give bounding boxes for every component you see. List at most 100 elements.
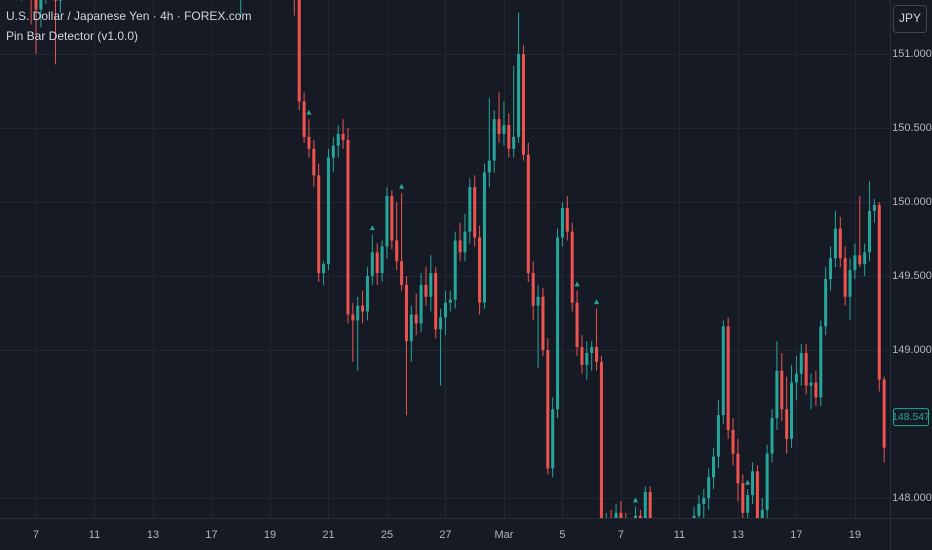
- candle-body: [863, 252, 867, 265]
- candle-body: [487, 160, 491, 173]
- candle-body: [560, 207, 564, 238]
- candle-body: [590, 347, 594, 353]
- x-tick-label: 7: [618, 529, 624, 541]
- candle-body: [580, 347, 584, 365]
- candle-body: [331, 145, 335, 158]
- candle-body: [575, 302, 579, 348]
- candle-body: [770, 418, 774, 454]
- candle-body: [356, 305, 360, 321]
- candle-body: [785, 409, 789, 439]
- candle-body: [361, 305, 365, 312]
- candle-body: [721, 326, 725, 416]
- candle-body: [741, 483, 745, 513]
- candle-body: [365, 276, 369, 312]
- y-tick-label: 149.500: [892, 270, 932, 282]
- candle-body: [838, 228, 842, 259]
- candle-body: [868, 210, 872, 253]
- candle-body: [599, 361, 603, 518]
- candle-body: [541, 296, 545, 351]
- candle-body: [814, 382, 818, 398]
- chart-title: U.S. Dollar / Japanese Yen · 4h · FOREX.…: [6, 9, 251, 23]
- candle-body: [419, 284, 423, 324]
- pin-bar-marker: [399, 183, 405, 189]
- candle-body: [619, 512, 623, 518]
- candle-body: [843, 258, 847, 297]
- y-tick-label: 150.000: [892, 196, 932, 208]
- candle-body: [726, 326, 730, 430]
- candle-body: [780, 370, 784, 410]
- pin-bar-marker: [633, 497, 639, 503]
- candle-body: [858, 255, 862, 265]
- candle-body: [614, 512, 618, 518]
- candle-body: [692, 515, 696, 518]
- candle-body: [556, 237, 560, 410]
- last-price-label: 148.547: [892, 411, 930, 423]
- candle-body: [799, 352, 803, 374]
- candle-body: [307, 136, 311, 149]
- candle-body: [322, 264, 326, 274]
- candle-body: [336, 133, 340, 146]
- pin-bar-marker: [574, 281, 580, 287]
- candle-body: [409, 314, 413, 342]
- candle-body: [697, 503, 701, 516]
- candle-body: [790, 382, 794, 439]
- candle-body: [809, 382, 813, 386]
- candle-body: [458, 240, 462, 253]
- candle-body: [536, 296, 540, 306]
- last-price-box: [893, 408, 929, 427]
- pin-bar-marker: [594, 299, 600, 305]
- candle-body: [512, 136, 516, 149]
- candle-body: [468, 187, 472, 232]
- candle-body: [775, 370, 779, 419]
- candle-body: [531, 273, 535, 306]
- indicator-label: Pin Bar Detector (v1.0.0): [6, 29, 138, 43]
- candle-body: [833, 228, 837, 259]
- candle-body: [312, 148, 316, 176]
- candle-body: [400, 261, 404, 285]
- candle-body: [848, 270, 852, 297]
- x-tick-label: 5: [559, 529, 565, 541]
- grid: [0, 0, 890, 518]
- currency-button[interactable]: [893, 5, 927, 33]
- candle-body: [482, 172, 486, 303]
- candle-body: [565, 207, 569, 232]
- candle-body: [829, 258, 833, 279]
- candle-body: [375, 252, 379, 274]
- candle-body: [443, 302, 447, 318]
- candle-body: [760, 509, 764, 518]
- x-tick-label: 17: [790, 529, 802, 541]
- candle-body: [351, 314, 355, 321]
- candle-body: [731, 429, 735, 454]
- candle-body: [585, 352, 589, 365]
- candle-body: [595, 347, 599, 362]
- candle-body: [634, 515, 638, 518]
- candle-body: [819, 326, 823, 398]
- candle-body: [638, 515, 642, 518]
- candle-body: [507, 125, 511, 149]
- x-tick-label: 19: [849, 529, 861, 541]
- x-tick-label: 11: [674, 529, 685, 541]
- candle-body: [317, 175, 321, 274]
- candle-body: [517, 54, 521, 137]
- candle-body: [448, 299, 452, 303]
- candle-body: [526, 154, 530, 274]
- candle-body: [478, 237, 482, 303]
- candle-body: [648, 492, 652, 518]
- candle-body: [53, 0, 58, 1]
- candle-body: [551, 409, 555, 469]
- pin-bar-marker: [745, 479, 751, 485]
- candle-body: [414, 314, 418, 324]
- candle-body: [341, 133, 345, 140]
- candle-body: [546, 350, 550, 469]
- x-tick-label: 27: [439, 529, 451, 541]
- candle-body: [434, 273, 438, 330]
- pin-bar-marker: [369, 225, 375, 231]
- y-tick-label: 148.000: [892, 492, 932, 504]
- x-tick-label: 19: [264, 529, 276, 541]
- y-tick-label: 151.000: [892, 48, 932, 60]
- currency-label[interactable]: JPY: [899, 11, 921, 25]
- candle-body: [716, 415, 720, 457]
